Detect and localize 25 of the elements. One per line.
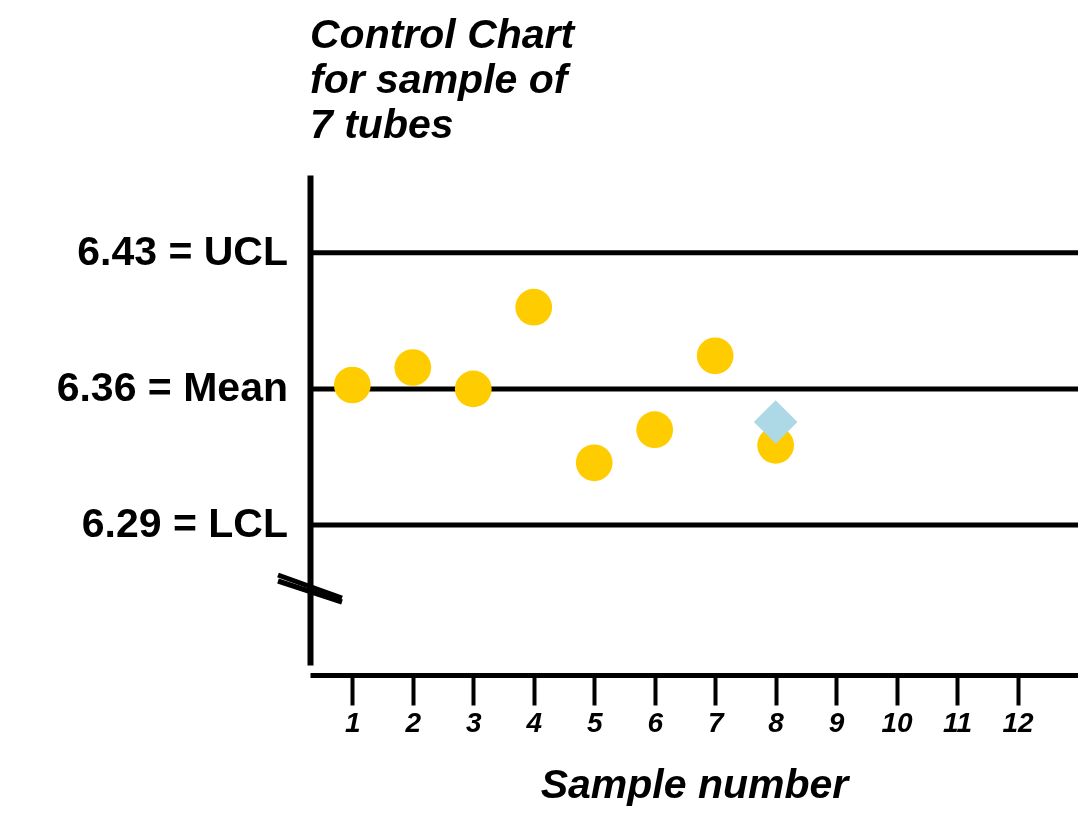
point [575,444,613,482]
x-tick-label: 1 [345,706,361,738]
ref-line-label: 6.36 = Mean [56,363,288,410]
x-tick-label: 8 [768,706,785,738]
x-tick-label: 4 [525,706,543,738]
point [394,349,432,386]
point [636,411,674,449]
x-tick-label: 2 [404,706,422,738]
ref-line-label: 6.29 = LCL [81,500,288,546]
point [696,337,734,375]
ref-line-label: 6.43 = UCL [77,227,288,274]
x-tick-label: 10 [881,706,914,738]
point [515,288,553,326]
x-axis-title: Sample number [540,760,851,807]
point [454,370,492,408]
point [333,366,371,404]
x-tick-label: 3 [465,706,482,738]
x-tick-label: 6 [647,706,664,738]
x-tick-label: 7 [707,706,725,738]
x-tick-label: 12 [1002,706,1035,738]
x-tick-label: 11 [943,706,973,738]
x-tick-label: 9 [828,706,845,738]
x-tick-label: 5 [586,706,603,738]
chart-title: Control Chart for sample of 7 tubes [310,11,577,147]
point [753,400,798,444]
